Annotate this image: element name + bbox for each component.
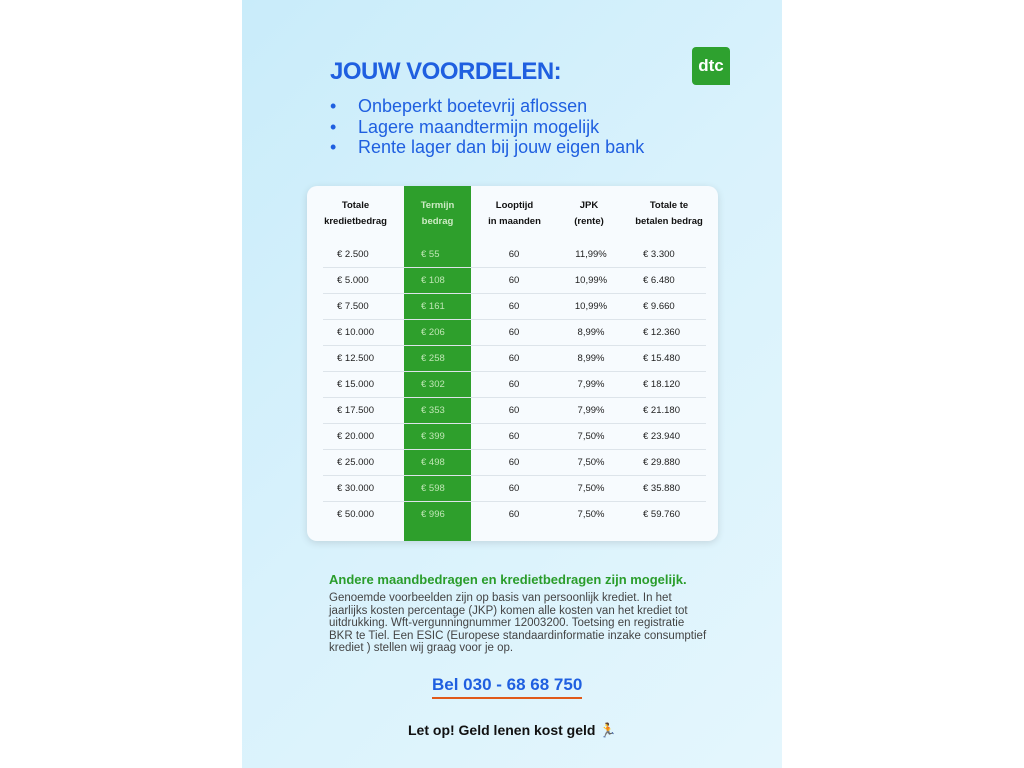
table-cell: € 10.000: [337, 327, 374, 338]
flyer: JOUW VOORDELEN: dtc Onbeperkt boetevrij …: [242, 0, 782, 768]
table-cell: 60: [508, 405, 520, 416]
table-cell: 7,50%: [577, 509, 605, 520]
header-line: Totale te: [649, 200, 689, 211]
table-row: € 20.000 € 399 60 7,50% € 23.940: [323, 423, 706, 450]
disclaimer-text: Genoemde voorbeelden zijn op basis van p…: [329, 592, 707, 654]
table-cell: € 18.120: [643, 379, 680, 390]
benefits-list: Onbeperkt boetevrij aflossen Lagere maan…: [330, 96, 644, 158]
table-row: € 25.000 € 498 60 7,50% € 29.880: [323, 449, 706, 476]
table-cell: € 206: [421, 327, 445, 338]
table-cell: € 399: [421, 431, 445, 442]
column-header: JPK (rente): [558, 198, 620, 230]
column-header: Termijn bedrag: [404, 198, 471, 230]
table-cell: € 30.000: [337, 483, 374, 494]
table-cell: € 35.880: [643, 483, 680, 494]
table-row: € 2.500 € 55 60 11,99% € 3.300: [323, 241, 706, 268]
table-cell: € 20.000: [337, 431, 374, 442]
table-cell: € 498: [421, 457, 445, 468]
table-cell: 60: [508, 379, 520, 390]
table-cell: 7,50%: [577, 483, 605, 494]
table-cell: € 996: [421, 509, 445, 520]
header-line: Looptijd: [495, 200, 534, 211]
table-cell: 7,50%: [577, 431, 605, 442]
table-cell: € 12.360: [643, 327, 680, 338]
table-cell: € 21.180: [643, 405, 680, 416]
table-cell: € 302: [421, 379, 445, 390]
table-cell: € 2.500: [337, 249, 369, 260]
table-cell: 60: [508, 275, 520, 286]
table-row: € 50.000 € 996 60 7,50% € 59.760: [323, 501, 706, 527]
column-header: Totale kredietbedrag: [307, 198, 404, 230]
benefit-item: Rente lager dan bij jouw eigen bank: [330, 137, 644, 158]
table-cell: 11,99%: [575, 249, 607, 260]
table-cell: 7,99%: [577, 405, 605, 416]
table-cell: 10,99%: [574, 301, 608, 312]
column-header: Looptijd in maanden: [471, 198, 558, 230]
loan-table: Totale kredietbedrag Termijn bedrag Looptijd…: [307, 186, 718, 541]
table-cell: € 258: [421, 353, 445, 364]
table-cell: € 5.000: [337, 275, 369, 286]
table-cell: € 598: [421, 483, 445, 494]
table-row: € 7.500 € 161 60 10,99% € 9.660: [323, 293, 706, 320]
page-title: JOUW VOORDELEN:: [330, 58, 562, 85]
header-line: bedrag: [421, 216, 454, 227]
table-cell: 60: [508, 457, 520, 468]
header-line: Termijn: [420, 200, 455, 211]
header-line: kredietbedrag: [324, 216, 387, 227]
table-cell: € 353: [421, 405, 445, 416]
phone-link[interactable]: Bel 030 - 68 68 750: [432, 675, 583, 699]
table-cell: € 12.500: [337, 353, 374, 364]
warning-text: Let op! Geld lenen kost geld 🏃: [408, 722, 617, 739]
warning-label: Let op! Geld lenen kost geld: [408, 722, 596, 738]
table-cell: € 15.000: [337, 379, 374, 390]
table-cell: € 6.480: [643, 275, 675, 286]
highlight-column: [404, 186, 471, 541]
table-cell: € 108: [421, 275, 445, 286]
table-cell: 60: [508, 431, 520, 442]
dtc-logo: dtc: [692, 47, 730, 85]
table-row: € 12.500 € 258 60 8,99% € 15.480: [323, 345, 706, 372]
table-cell: 10,99%: [574, 275, 608, 286]
table-cell: 60: [508, 353, 520, 364]
benefit-item: Onbeperkt boetevrij aflossen: [330, 96, 644, 117]
table-cell: € 55: [421, 249, 440, 260]
table-cell: 60: [508, 301, 520, 312]
header-line: betalen bedrag: [635, 216, 703, 227]
table-cell: € 7.500: [337, 301, 369, 312]
table-cell: 7,50%: [577, 457, 605, 468]
table-cell: € 9.660: [643, 301, 675, 312]
header-line: JPK: [579, 200, 599, 211]
table-row: € 15.000 € 302 60 7,99% € 18.120: [323, 371, 706, 398]
table-cell: € 59.760: [643, 509, 680, 520]
table-cell: € 25.000: [337, 457, 374, 468]
note-heading: Andere maandbedragen en kredietbedragen …: [329, 572, 687, 587]
table-cell: 60: [508, 483, 520, 494]
table-cell: € 29.880: [643, 457, 680, 468]
table-cell: € 3.300: [643, 249, 675, 260]
header-line: (rente): [574, 216, 604, 227]
header-line: Totale: [341, 200, 370, 211]
header-line: in maanden: [488, 216, 541, 227]
table-cell: 60: [508, 327, 520, 338]
table-cell: € 15.480: [643, 353, 680, 364]
column-header: Totale te betalen bedrag: [620, 198, 718, 230]
table-cell: 60: [508, 249, 520, 260]
running-man-icon: 🏃: [599, 722, 617, 738]
table-cell: € 17.500: [337, 405, 374, 416]
table-cell: € 23.940: [643, 431, 680, 442]
table-cell: € 161: [421, 301, 445, 312]
table-cell: € 50.000: [337, 509, 374, 520]
table-cell: 60: [508, 509, 520, 520]
table-row: € 10.000 € 206 60 8,99% € 12.360: [323, 319, 706, 346]
table-cell: 8,99%: [577, 353, 605, 364]
table-row: € 5.000 € 108 60 10,99% € 6.480: [323, 267, 706, 294]
table-cell: 8,99%: [577, 327, 605, 338]
table-row: € 30.000 € 598 60 7,50% € 35.880: [323, 475, 706, 502]
table-cell: 7,99%: [577, 379, 605, 390]
benefit-item: Lagere maandtermijn mogelijk: [330, 117, 644, 138]
table-row: € 17.500 € 353 60 7,99% € 21.180: [323, 397, 706, 424]
